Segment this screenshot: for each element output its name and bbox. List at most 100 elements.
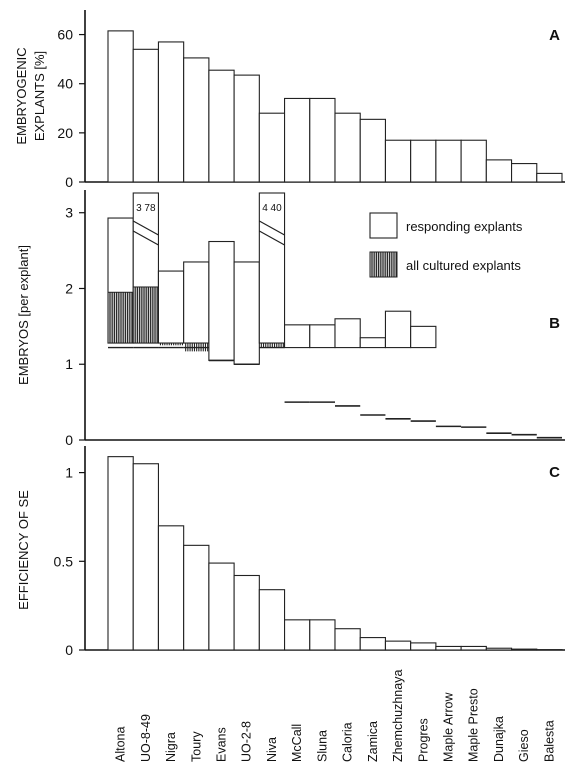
x-axis-category-labels: Altona UO-8-49 Nigra Toury Evans UO-2-8 Niva Mc…: [114, 670, 557, 762]
legend-swatch-responding: [369, 212, 398, 239]
bar-nigra: [157, 41, 185, 183]
legend-label-responding: responding explants: [406, 219, 523, 234]
bar-all-cultured-nigra: [159, 343, 183, 346]
bar-responding-evans: [208, 240, 235, 362]
bar-toury: [183, 57, 210, 183]
y-tick-label: 0.5: [54, 553, 74, 569]
bar-responding-zamica: [359, 337, 386, 349]
bar-evans: [208, 562, 235, 651]
y-tick-label: 20: [57, 125, 73, 141]
y-tick-label: 1: [65, 465, 73, 481]
bar-gieso: [511, 648, 538, 651]
bar-zhemchuzhnaya: [384, 139, 412, 183]
category-label-caloria: Caloria: [341, 722, 355, 762]
category-label-evans: Evans: [215, 727, 229, 762]
bar-maple-presto: [460, 645, 487, 651]
bar-responding-zhemchuzhnaya: [384, 310, 412, 349]
category-label-balesta: Balesta: [542, 720, 556, 762]
category-label-uo-2-8: UO-2-8: [240, 721, 254, 762]
y-tick-label: 0: [65, 642, 73, 658]
bar-all-cultured-uo-8-49: [132, 286, 159, 344]
panel-a-embryogenic-explants: 0 20 40 60 A EMBRYOGENIC EXPLANTS [%]: [14, 10, 565, 190]
bar-responding-uo-2-8: [233, 261, 260, 365]
bar-responding-mccall: [284, 324, 311, 349]
y-tick-label: 0: [65, 432, 73, 448]
legend-label-all-cultured: all cultured explants: [406, 258, 521, 273]
bar-responding-niva: [258, 192, 286, 344]
bar-maple-arrow: [435, 645, 462, 651]
category-label-altona: Altona: [114, 727, 128, 762]
bar-altona: [107, 456, 134, 651]
bar-dunajka: [485, 647, 513, 651]
y-axis-label-line: EMBRYOGENIC: [14, 47, 29, 144]
bar-all-cultured-altona: [107, 291, 134, 344]
panel-letter: B: [549, 315, 560, 332]
bar-sluna: [309, 97, 336, 183]
panel-letter: C: [549, 464, 560, 481]
category-label-gieso: Gieso: [517, 729, 531, 762]
bar-all-cultured-niva: [260, 343, 284, 348]
category-label-maple-presto: Maple Presto: [467, 688, 481, 762]
bar-altona: [107, 30, 134, 183]
bar-responding-caloria: [334, 318, 361, 349]
bar-mccall: [284, 97, 311, 183]
bar-maple-arrow: [435, 139, 462, 183]
axis-break-mark: [132, 220, 159, 236]
bar-dunajka: [485, 159, 513, 183]
y-tick-label: 60: [57, 27, 73, 43]
bar-gieso: [511, 163, 538, 183]
y-axis-label: EMBRYOGENIC EXPLANTS [%]: [14, 47, 47, 144]
axis-break-mark: [132, 230, 159, 246]
bar-niva: [258, 589, 286, 651]
panel-letter: A: [549, 27, 560, 44]
category-label-nigra: Nigra: [164, 732, 178, 762]
bar-uo-8-49: [132, 463, 159, 651]
category-label-sluna: Sluna: [315, 730, 329, 762]
y-tick-label: 0: [65, 174, 73, 190]
bar-uo-2-8: [233, 574, 260, 651]
category-label-zhemchuzhnaya: Zhemchuzhnaya: [391, 670, 405, 762]
bar-progres: [410, 139, 437, 183]
bar-niva: [258, 112, 286, 183]
category-label-toury: Toury: [189, 731, 203, 762]
bar-caloria: [334, 628, 361, 651]
bar-nigra: [157, 525, 185, 651]
axis-break-mark: [259, 230, 285, 246]
data-label-uo-8-49: 3 78: [136, 203, 156, 214]
axis-break-mark: [259, 220, 285, 236]
category-label-niva: Niva: [265, 737, 279, 762]
category-label-progres: Progres: [416, 718, 430, 762]
bar-mccall: [284, 619, 311, 651]
bar-evans: [208, 69, 235, 183]
data-label-niva: 4 40: [262, 203, 282, 214]
y-tick-label: 1: [65, 356, 73, 372]
bar-progres: [410, 642, 437, 651]
bar-responding-sluna: [309, 324, 336, 349]
category-label-uo-8-49: UO-8-49: [139, 714, 153, 762]
bar-zamica: [359, 118, 386, 183]
bar-balesta: [536, 172, 563, 183]
y-tick-label: 40: [57, 76, 73, 92]
panel-c-efficiency-of-se: 0 0.5 1 C EFFICIENCY OF SE: [16, 446, 565, 658]
y-axis-label: EMBRYOS [per explant]: [16, 245, 31, 385]
legend-swatch-all-cultured: [369, 251, 398, 278]
bar-caloria: [334, 112, 361, 183]
bar-responding-nigra: [157, 270, 185, 344]
y-axis-label: EFFICIENCY OF SE: [16, 490, 31, 610]
panel-b-embryos-per-explant: 0 1 2 3 B EMBRYOS [per explant] 3 78 4 40 respon…: [16, 190, 565, 448]
bar-zamica: [359, 637, 386, 651]
category-label-mccall: McCall: [290, 724, 304, 762]
y-tick-label: 2: [65, 280, 73, 296]
bar-uo-2-8: [233, 74, 260, 183]
bar-zhemchuzhnaya: [384, 640, 412, 651]
bar-responding-progres: [410, 325, 437, 349]
category-label-maple-arrow: Maple Arrow: [442, 692, 456, 762]
category-label-zamica: Zamica: [366, 721, 380, 762]
bar-sluna: [309, 619, 336, 651]
bar-responding-toury: [183, 261, 210, 344]
bar-toury: [183, 544, 210, 651]
bar-uo-8-49: [132, 48, 159, 183]
y-tick-label: 3: [65, 205, 73, 221]
category-label-dunajka: Dunajka: [492, 716, 506, 762]
